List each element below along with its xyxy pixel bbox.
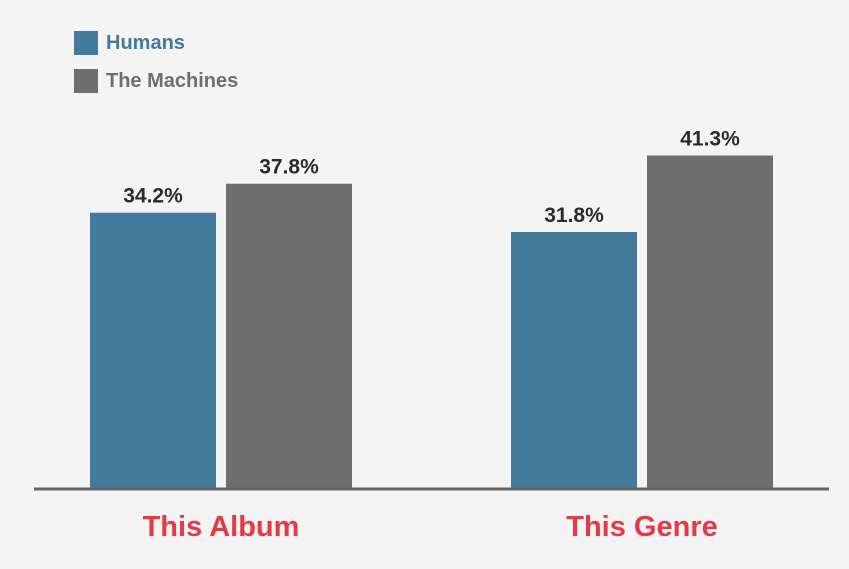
category-label: This Album bbox=[143, 511, 300, 543]
legend-item-machines: The Machines bbox=[74, 68, 238, 94]
category-label: This Genre bbox=[566, 511, 718, 543]
legend-item-humans: Humans bbox=[74, 30, 238, 56]
legend: Humans The Machines bbox=[74, 30, 238, 106]
legend-swatch-machines bbox=[74, 69, 98, 93]
data-label: 31.8% bbox=[544, 204, 604, 227]
bar-humans-this-genre bbox=[511, 232, 637, 488]
data-label: 34.2% bbox=[123, 185, 183, 208]
bar-the-machines-this-album bbox=[226, 183, 352, 488]
legend-label-machines: The Machines bbox=[106, 69, 239, 92]
bar-the-machines-this-genre bbox=[647, 155, 773, 488]
bar-humans-this-album bbox=[90, 212, 216, 488]
data-label: 41.3% bbox=[680, 128, 740, 151]
legend-swatch-humans bbox=[74, 31, 98, 55]
data-label: 37.8% bbox=[259, 156, 319, 179]
legend-label-humans: Humans bbox=[106, 31, 185, 54]
